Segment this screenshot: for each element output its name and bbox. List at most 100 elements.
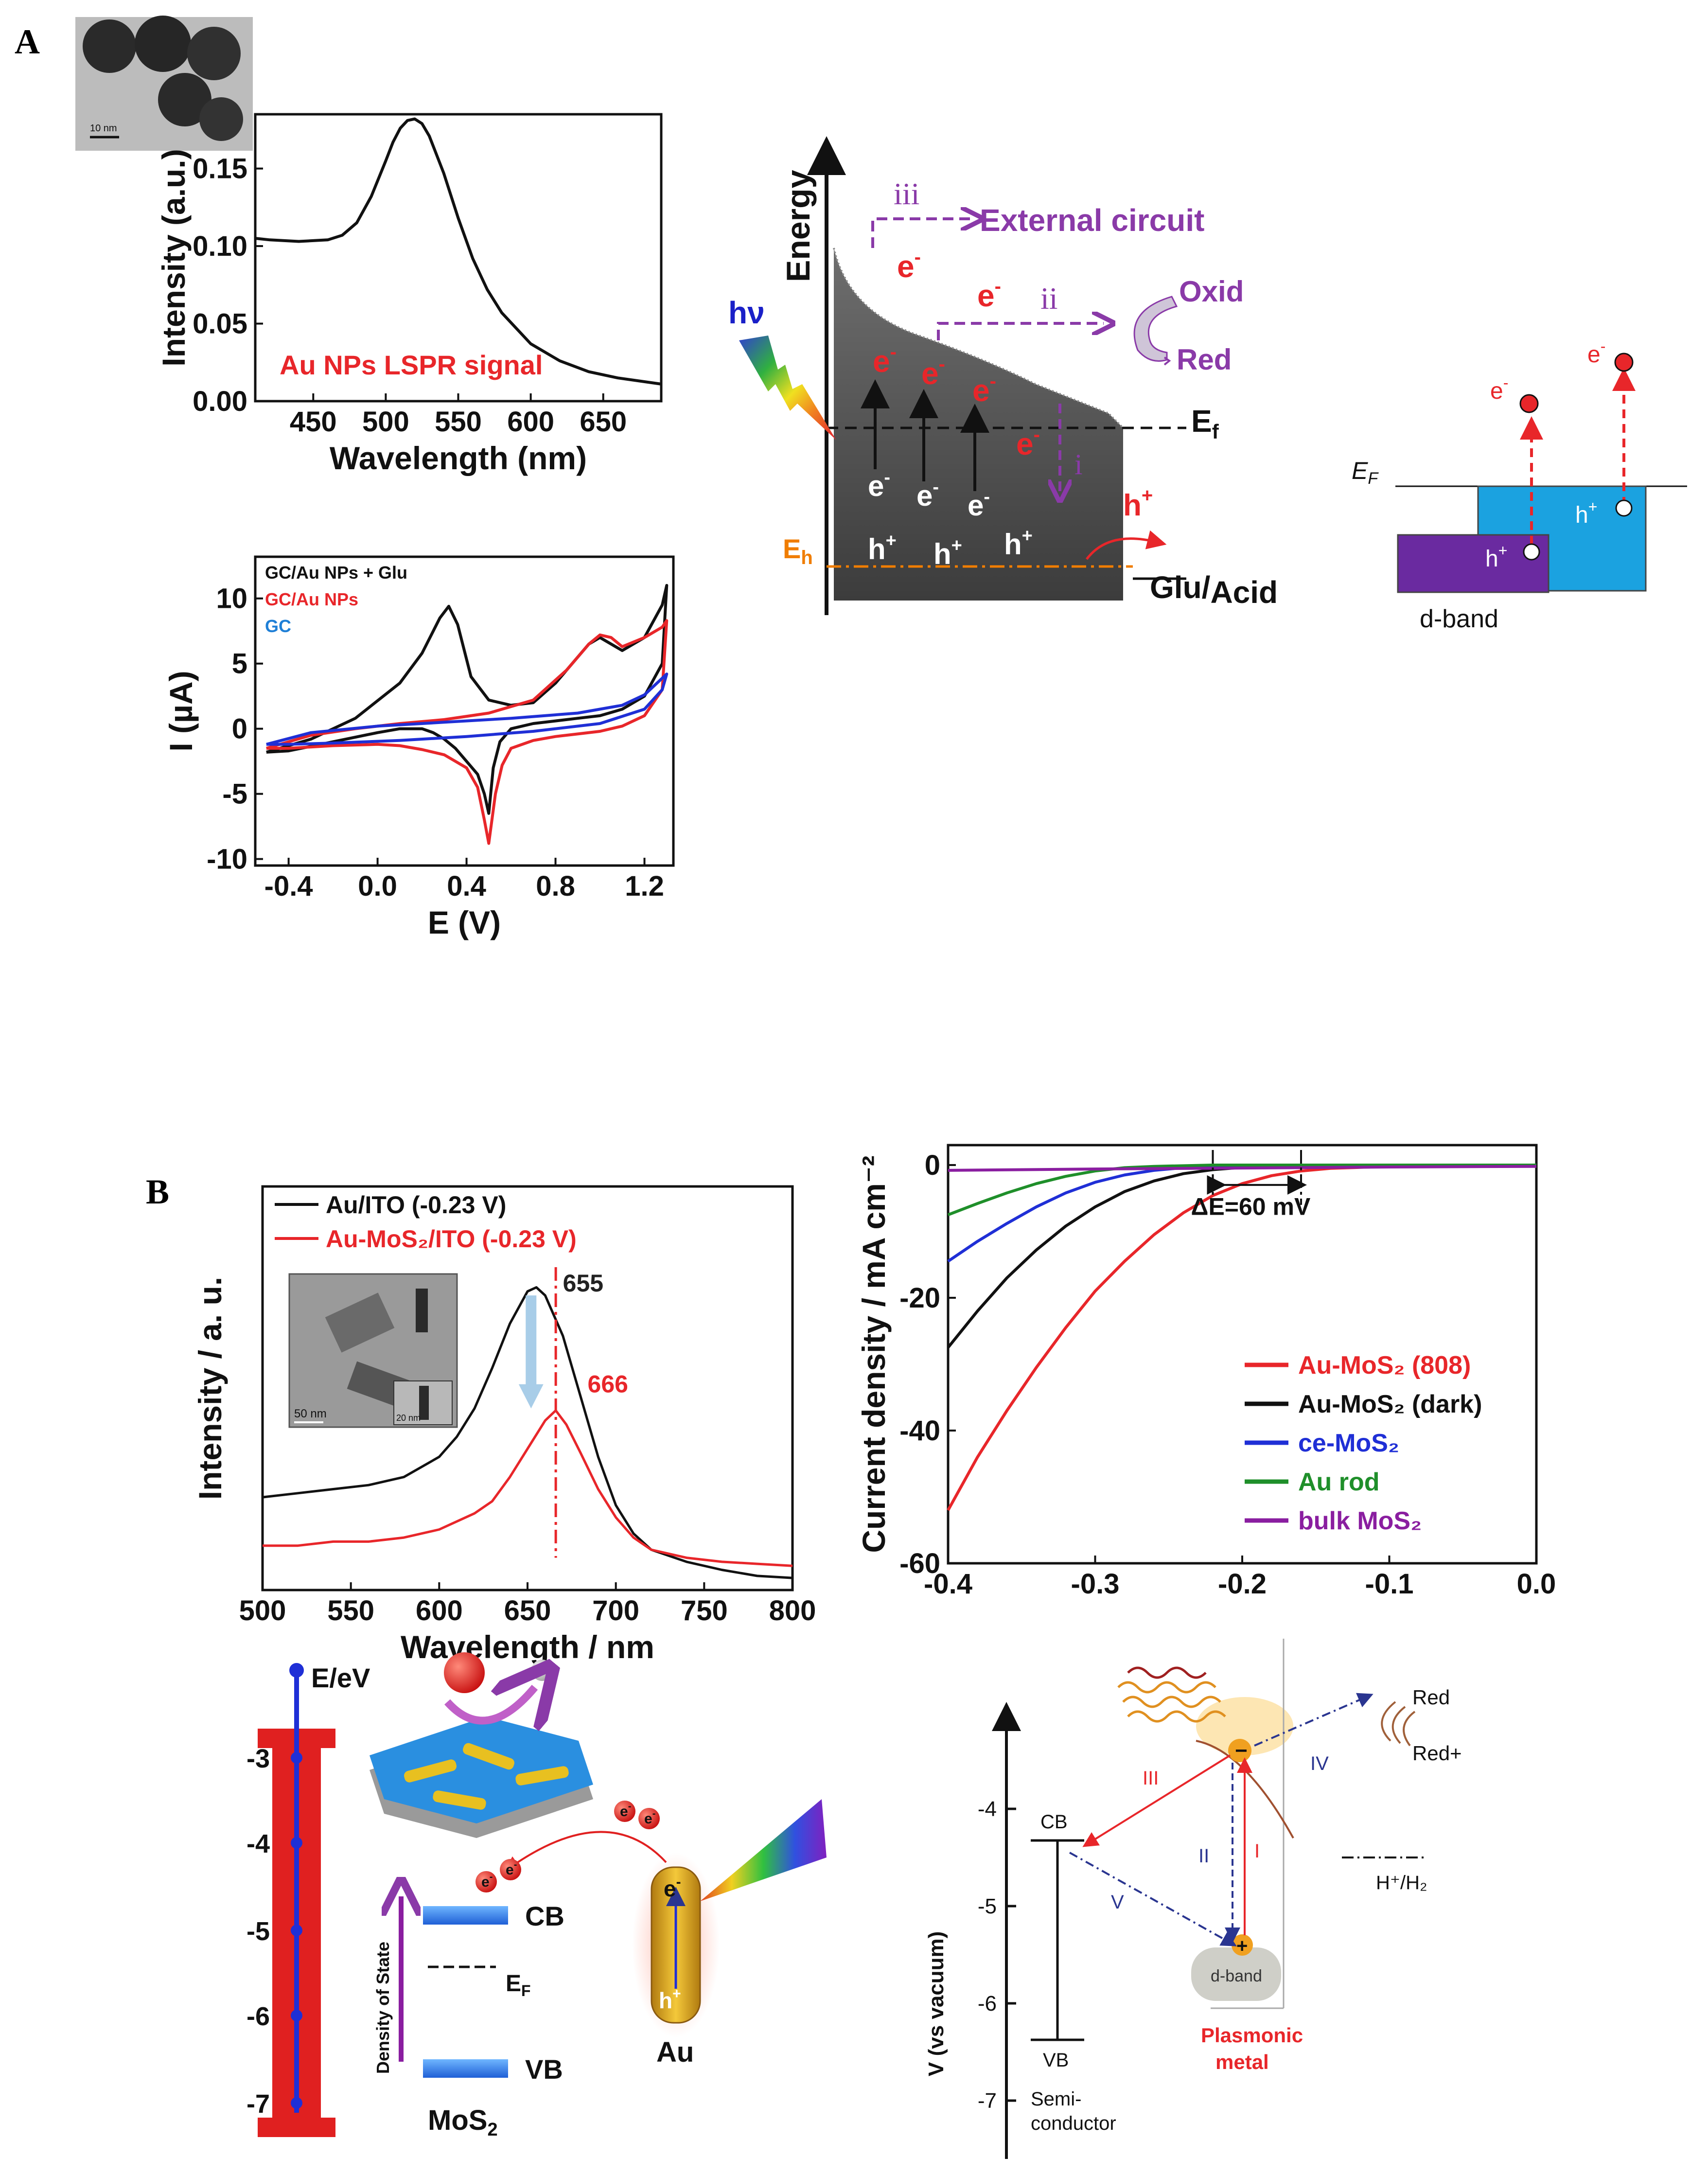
hole-white-2: h+ xyxy=(933,535,962,570)
ev-axis-title: E/eV xyxy=(311,1662,370,1693)
chart-spectra-b: 500 550 600 650 700 750 800 Wavelength / nm Inte… xyxy=(192,1185,816,1665)
lspr-ytick-label: 0.00 xyxy=(193,386,247,417)
ev-tick-1: -3 xyxy=(247,1744,270,1773)
roman-iii: III xyxy=(1143,1768,1159,1789)
dband-electron-1: e- xyxy=(1490,374,1508,404)
lsv-legend-3: Au rod xyxy=(1298,1468,1380,1496)
lsv-series-3 xyxy=(947,1164,1536,1217)
cb-label-b2: CB xyxy=(1040,1811,1068,1833)
cv-xtick-label: 0.0 xyxy=(358,870,397,902)
vac-tick-1: -4 xyxy=(978,1797,997,1821)
dband-electron-2: e- xyxy=(1587,337,1605,368)
lspr-xtick-label: 500 xyxy=(362,406,409,438)
tem-image-b: 50 nm 20 nm xyxy=(288,1273,458,1428)
spectra_b-series-0 xyxy=(262,1286,793,1579)
lspr-ytick-label: 0.10 xyxy=(193,230,247,262)
lspr-xtick-label: 600 xyxy=(507,406,554,438)
au-label: Au xyxy=(656,2036,694,2068)
panel-label-a: A xyxy=(15,22,40,61)
lspr-ytick-label: 0.05 xyxy=(193,308,247,340)
redox-arrow-icon xyxy=(1133,296,1178,362)
chart-lspr: 450 500 550 600 650 0.00 0.05 0.10 0.15 Wavelengt… xyxy=(156,113,663,476)
lsv-delta-label: ΔE=60 mV xyxy=(1191,1193,1311,1220)
lsv-legend-1: Au-MoS₂ (dark) xyxy=(1298,1390,1482,1418)
eh-label: Eh xyxy=(783,533,813,568)
cv-xtick-label: 0.8 xyxy=(536,870,575,902)
cv-xtick-label: 0.4 xyxy=(447,870,486,902)
lsv-series-1 xyxy=(947,1164,1536,1349)
cb-label-b1: CB xyxy=(525,1901,564,1931)
electron-white-1: e- xyxy=(868,467,890,502)
hydrogen-ball-icon xyxy=(531,1660,553,1681)
electron-white-2: e- xyxy=(916,477,939,512)
lsv-ytick-label: -40 xyxy=(899,1415,940,1447)
redplus-label-b2: Red+ xyxy=(1412,1742,1462,1765)
red-label-b2: Red xyxy=(1412,1686,1450,1709)
vac-tick-3: -6 xyxy=(978,1992,997,2016)
vb-label-b2: VB xyxy=(1043,2050,1069,2071)
spectra_b-xtick-label: 650 xyxy=(504,1595,551,1627)
mos2-label: MoS2 xyxy=(428,2104,498,2140)
band-schematic-a: Energy Ef Eh hν iii External circuit ii … xyxy=(728,136,1278,615)
lspr-xtick-label: 450 xyxy=(290,406,337,438)
red-label-a: Red xyxy=(1177,343,1232,376)
electron-red-5: e- xyxy=(972,371,996,408)
cv-legend-2: GC xyxy=(265,616,291,636)
spectra-b-legend-1: Au-MoS₂/ITO (-0.23 V) xyxy=(326,1225,577,1253)
cv-ytick-label: 0 xyxy=(232,713,247,745)
lspr-series-0 xyxy=(255,117,662,386)
energy-label: Energy xyxy=(780,170,817,282)
cv-xlabel: E (V) xyxy=(428,904,501,940)
ball-electron-1: e- xyxy=(481,1872,493,1890)
lsv-xtick-label: -0.2 xyxy=(1218,1568,1267,1600)
lsv-ytick-label: 0 xyxy=(925,1149,940,1181)
lsv-ylabel: Current density / mA cm⁻² xyxy=(856,1155,892,1553)
vac-tick-2: -5 xyxy=(978,1894,997,1918)
vb-label-b1: VB xyxy=(525,2054,563,2085)
lspr-xtick-label: 650 xyxy=(580,406,627,438)
hh2-label: H⁺/H₂ xyxy=(1376,1872,1427,1893)
oxygen-ball-icon xyxy=(444,1652,485,1693)
cv-frame xyxy=(254,555,675,867)
chart-cv: -0.4 0.0 0.4 0.8 1.2 -10 -5 0 5 10 E (V) I (µA) GC/A… xyxy=(163,555,675,940)
dband-label-a: d-band xyxy=(1420,605,1498,633)
lsv-legend-2: ce-MoS₂ xyxy=(1298,1429,1399,1457)
cv-legend-0: GC/Au NPs + Glu xyxy=(265,563,407,583)
hole-red: h+ xyxy=(1123,485,1153,522)
electron-red-6: e- xyxy=(1016,424,1040,461)
electron-red-1: e- xyxy=(897,247,921,284)
light-beam-icon xyxy=(700,1799,827,1901)
lsv-legend-4: bulk MoS₂ xyxy=(1298,1507,1422,1535)
au-hole: h+ xyxy=(659,1986,681,2013)
spectra-b-legend-0: Au/ITO (-0.23 V) xyxy=(326,1191,506,1219)
spectra-b-peak-666: 666 xyxy=(588,1370,628,1397)
plasmonic-label-1: Plasmonic xyxy=(1201,2024,1303,2047)
cv-series-0 xyxy=(266,584,669,815)
cv-ytick-label: 5 xyxy=(232,648,247,680)
lsv-xtick-label: 0.0 xyxy=(1517,1568,1556,1600)
lspr-xlabel: Wavelength (nm) xyxy=(330,440,587,476)
dos-label: Density of State xyxy=(373,1942,393,2074)
cv-ytick-label: 10 xyxy=(216,583,247,615)
external-circuit-label: External circuit xyxy=(980,203,1204,238)
spectra_b-xlabel: Wavelength / nm xyxy=(401,1629,654,1665)
lsv-ytick-label: -60 xyxy=(899,1548,940,1579)
semi-label-1: Semi- xyxy=(1031,2088,1081,2110)
chart-lsv: -0.4 -0.3 -0.2 -0.1 0.0 -60 -40 -20 0 Current den… xyxy=(856,1144,1556,1600)
electron-red-4: e- xyxy=(921,354,945,391)
tem-scale-b2: 20 nm xyxy=(396,1413,421,1423)
hole-white-3: h+ xyxy=(1004,526,1033,561)
lsv-ytick-label: -20 xyxy=(899,1282,940,1314)
spectra_b-series-1 xyxy=(263,1409,793,1567)
cv-ytick-label: -10 xyxy=(207,844,247,875)
spectra_b-xtick-label: 500 xyxy=(239,1595,286,1627)
lsv-xtick-label: -0.3 xyxy=(1071,1568,1120,1600)
electron-red-2: e- xyxy=(977,276,1001,313)
lsv-xtick-label: -0.1 xyxy=(1365,1568,1414,1600)
lspr-annotation: Au NPs LSPR signal xyxy=(280,350,543,380)
lsv-legend-0: Au-MoS₂ (808) xyxy=(1298,1351,1471,1379)
ball-electron-4: e- xyxy=(644,1808,655,1827)
lsv-series-4 xyxy=(948,1165,1537,1172)
panel-label-b: B xyxy=(146,1172,169,1211)
i-label: i xyxy=(1074,448,1083,480)
